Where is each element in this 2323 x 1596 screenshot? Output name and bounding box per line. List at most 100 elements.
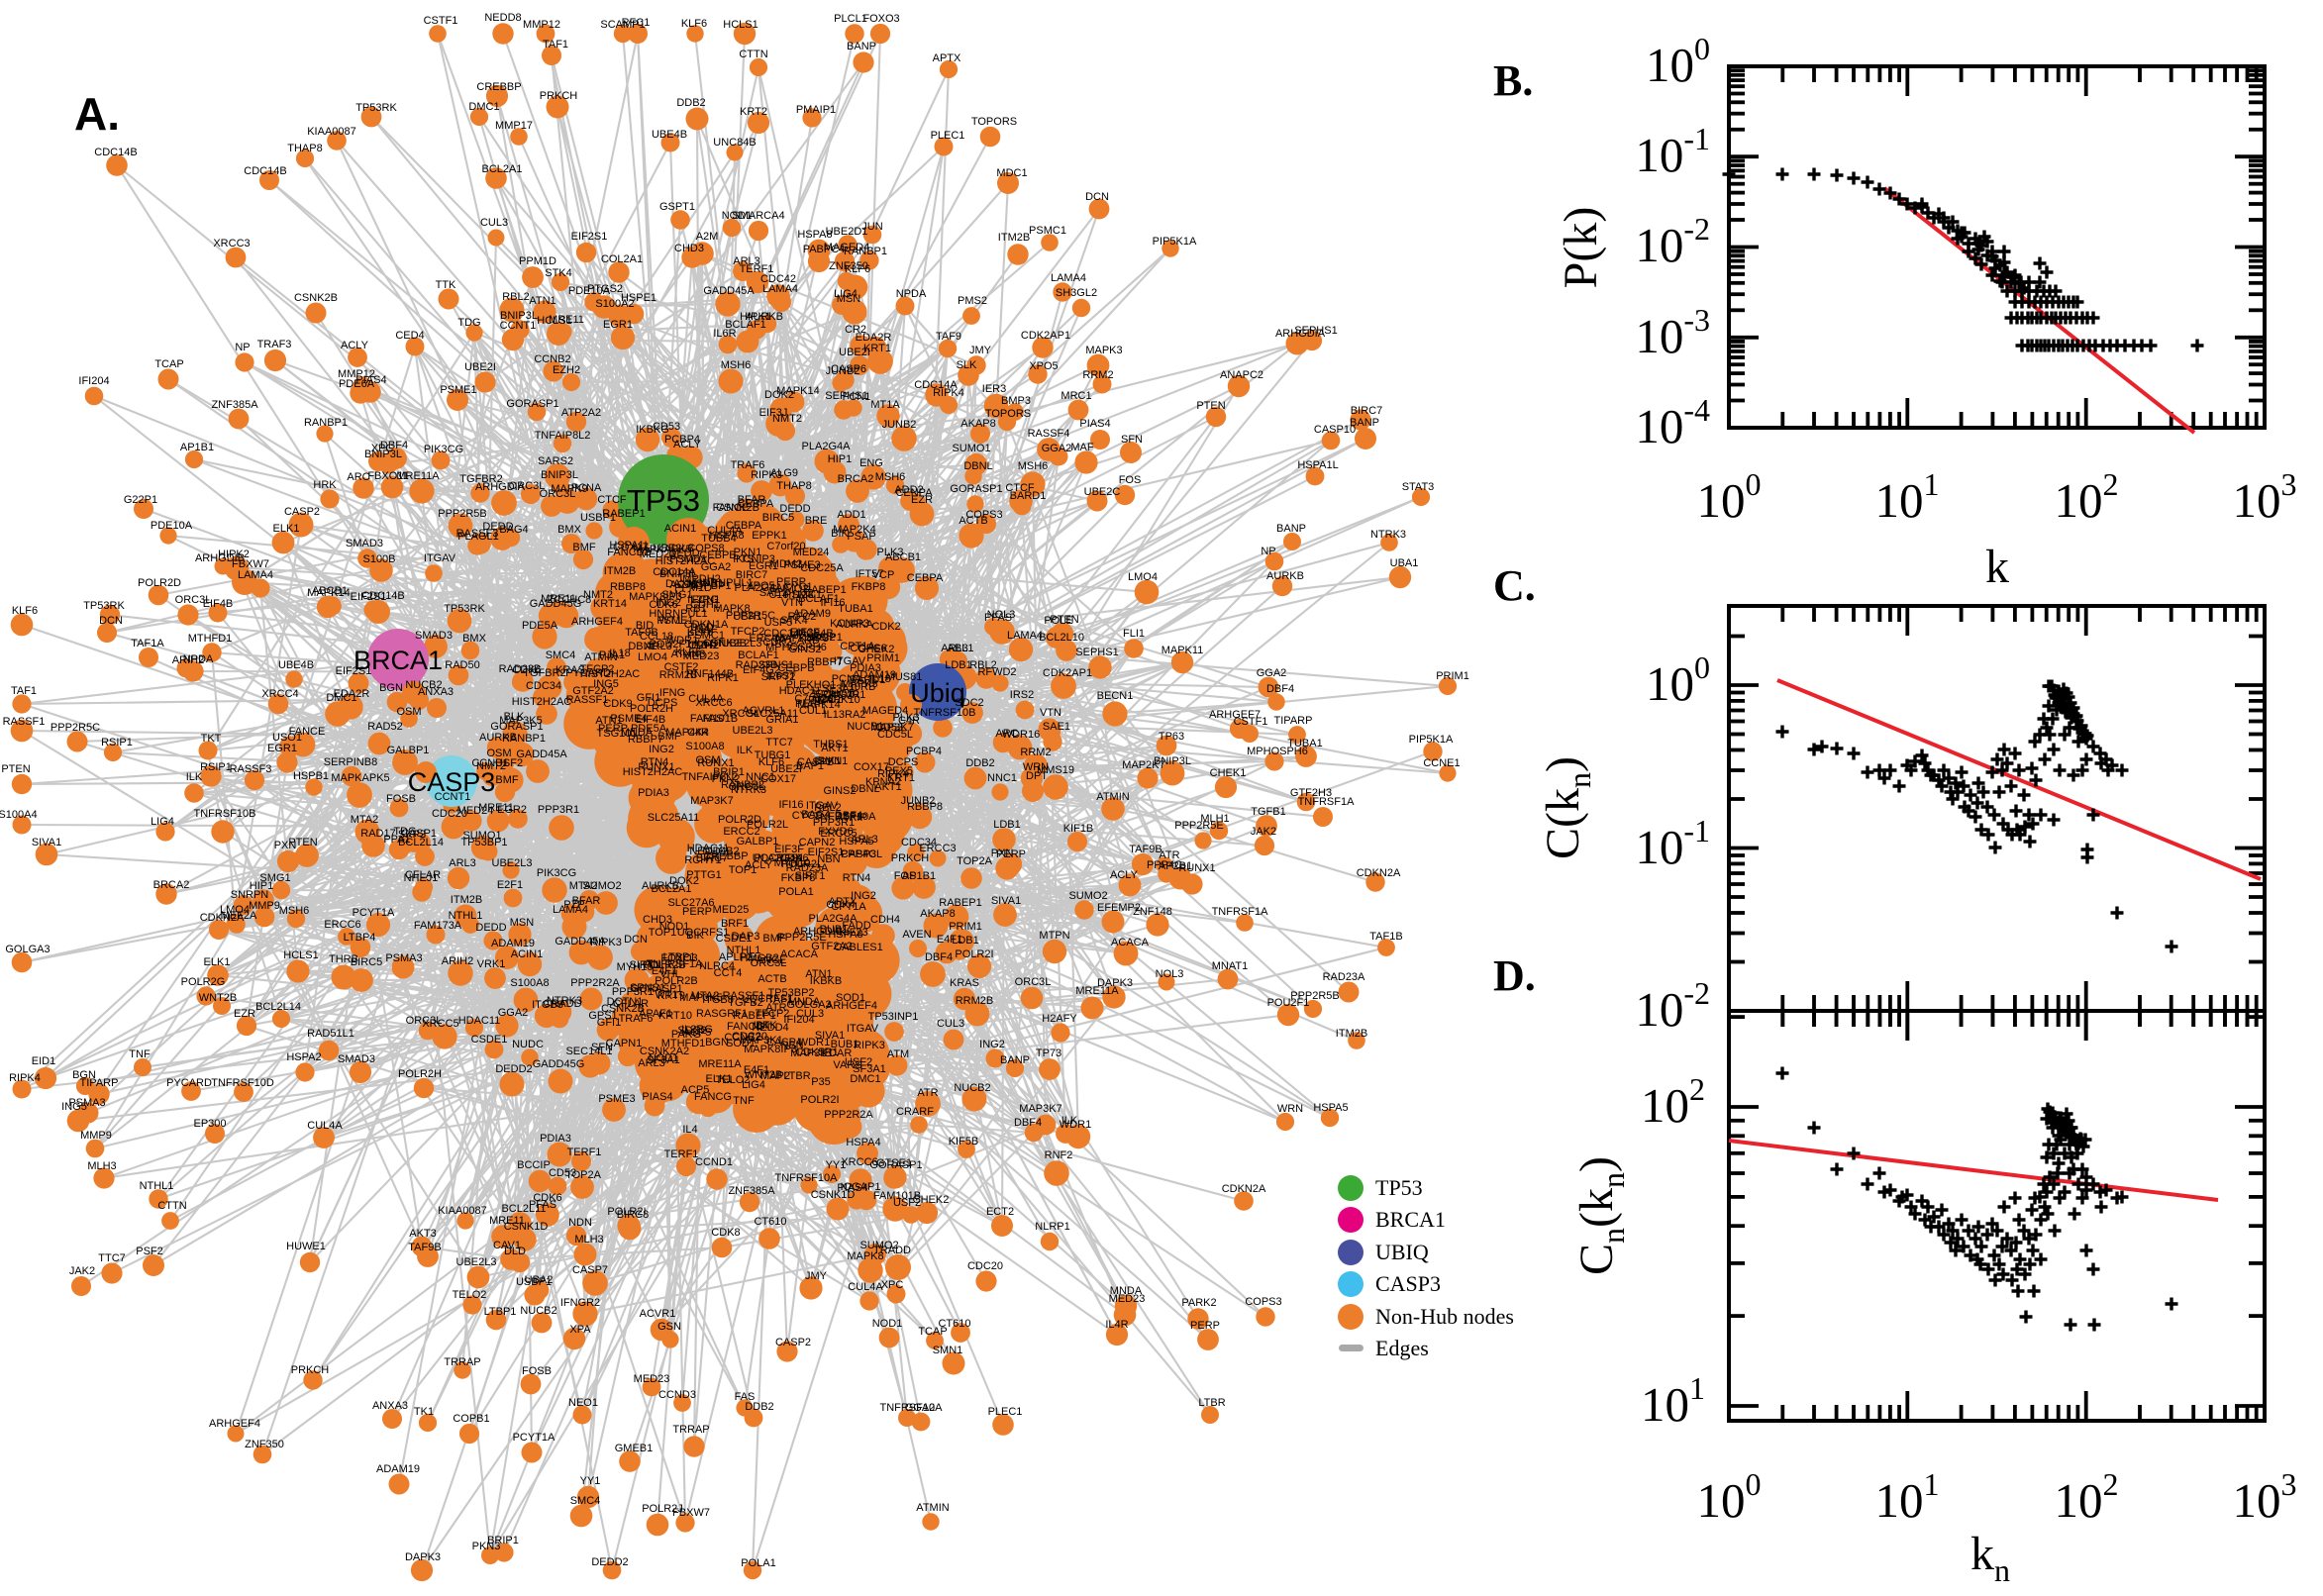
svg-text:CDKN2A: CDKN2A	[1222, 1183, 1266, 1195]
svg-text:ARHGDIB: ARHGDIB	[793, 926, 843, 938]
svg-text:TRAF3: TRAF3	[257, 339, 292, 350]
svg-text:DLD: DLD	[504, 1246, 526, 1257]
svg-text:PXN: PXN	[274, 840, 297, 851]
svg-text:MTHFD1: MTHFD1	[188, 633, 233, 645]
svg-text:RANBP2: RANBP2	[721, 779, 764, 791]
svg-text:RANBP1: RANBP1	[304, 417, 348, 429]
svg-text:TELO2: TELO2	[453, 1289, 487, 1301]
svg-text:MED23: MED23	[634, 1373, 670, 1385]
svg-text:TAF1B: TAF1B	[1369, 931, 1402, 943]
svg-text:ILK: ILK	[754, 1020, 770, 1032]
svg-text:P(k): P(k)	[1555, 207, 1607, 289]
svg-text:CDK2: CDK2	[871, 621, 900, 633]
svg-text:BCL2L14: BCL2L14	[255, 1001, 301, 1013]
svg-text:TFCP2: TFCP2	[580, 663, 615, 675]
svg-text:MRE11A: MRE11A	[698, 1058, 742, 1070]
svg-text:JUN: JUN	[861, 221, 882, 233]
svg-text:PPP3R1: PPP3R1	[538, 804, 579, 816]
svg-text:LAMA4: LAMA4	[553, 904, 588, 916]
svg-text:CSTF1: CSTF1	[424, 15, 458, 27]
svg-text:CCNB2: CCNB2	[724, 1032, 760, 1044]
svg-text:GSN: GSN	[657, 1321, 681, 1333]
svg-text:PSME3: PSME3	[783, 559, 820, 571]
svg-text:DDB2: DDB2	[676, 97, 705, 109]
svg-text:RAD23B: RAD23B	[499, 663, 542, 675]
svg-text:NTHL1: NTHL1	[727, 945, 761, 956]
svg-text:CEBPA: CEBPA	[907, 572, 944, 584]
svg-text:NNC1: NNC1	[987, 772, 1017, 784]
svg-text:BMX: BMX	[462, 633, 487, 645]
svg-text:A.: A.	[74, 88, 120, 140]
svg-text:KLF6: KLF6	[681, 18, 707, 30]
svg-text:BRE: BRE	[805, 515, 828, 527]
svg-text:ZNF385A: ZNF385A	[728, 1185, 775, 1197]
svg-text:COPS3: COPS3	[1245, 1296, 1281, 1308]
svg-text:PARK2: PARK2	[1181, 1297, 1216, 1309]
svg-text:MYH10: MYH10	[617, 961, 654, 973]
svg-text:TP53INP1: TP53INP1	[868, 1011, 919, 1023]
svg-text:RNF2: RNF2	[1045, 1149, 1073, 1161]
svg-text:SCAMP1: SCAMP1	[600, 19, 645, 31]
svg-text:CHEK1: CHEK1	[1210, 767, 1247, 779]
svg-text:ACP5: ACP5	[681, 1084, 710, 1096]
svg-text:PPP2R2A: PPP2R2A	[824, 1109, 873, 1121]
svg-text:PERP: PERP	[1190, 1320, 1220, 1332]
svg-text:POLR2J: POLR2J	[642, 1503, 683, 1515]
svg-text:TAF9: TAF9	[936, 331, 961, 343]
svg-text:MMP9: MMP9	[80, 1130, 112, 1142]
svg-text:LDB1: LDB1	[945, 659, 972, 671]
svg-text:PTEN: PTEN	[1, 763, 30, 775]
svg-text:VRK1: VRK1	[477, 958, 506, 970]
svg-text:MSH6: MSH6	[875, 471, 906, 483]
svg-text:Non-Hub nodes: Non-Hub nodes	[1375, 1304, 1514, 1329]
svg-text:SUMO1: SUMO1	[952, 443, 990, 454]
svg-text:BRCA2: BRCA2	[838, 473, 874, 485]
svg-text:RRM2: RRM2	[1020, 747, 1051, 758]
svg-text:PRIM1: PRIM1	[949, 921, 982, 933]
svg-text:FAS: FAS	[703, 713, 724, 725]
svg-text:ING2: ING2	[649, 744, 674, 755]
svg-text:MTA2: MTA2	[351, 814, 379, 826]
svg-text:ARHGDIA: ARHGDIA	[1275, 328, 1326, 340]
svg-text:IFI204: IFI204	[783, 1014, 814, 1026]
svg-text:DEDD: DEDD	[779, 503, 810, 515]
svg-text:ACTB: ACTB	[758, 973, 786, 985]
svg-text:ITM2B: ITM2B	[998, 232, 1030, 244]
svg-text:ARHGEF4: ARHGEF4	[209, 1418, 260, 1430]
svg-text:MAP3K7: MAP3K7	[690, 795, 733, 807]
svg-text:MAPKAPK5: MAPKAPK5	[331, 772, 389, 784]
svg-text:S100A4: S100A4	[0, 809, 38, 821]
svg-text:NDN: NDN	[568, 1217, 592, 1229]
svg-text:CTTN: CTTN	[739, 49, 767, 60]
svg-text:KRT1: KRT1	[863, 343, 891, 354]
svg-text:ATM: ATM	[887, 1048, 909, 1060]
svg-text:PIK3CG: PIK3CG	[424, 444, 463, 455]
svg-text:VTN: VTN	[781, 597, 803, 609]
svg-text:WNT2B: WNT2B	[199, 992, 238, 1004]
svg-text:KCNIP3: KCNIP3	[830, 618, 869, 630]
svg-text:LIG4: LIG4	[834, 288, 858, 300]
svg-text:GINS2: GINS2	[823, 785, 856, 797]
svg-text:XPA: XPA	[569, 1324, 591, 1336]
svg-text:TRRAP: TRRAP	[672, 1424, 709, 1436]
svg-text:ACIN1: ACIN1	[664, 523, 696, 535]
svg-text:UNC84B: UNC84B	[713, 137, 756, 149]
svg-text:KIF1B: KIF1B	[1063, 823, 1094, 835]
svg-text:JMY: JMY	[805, 1270, 828, 1282]
svg-text:DBF4: DBF4	[1014, 1117, 1042, 1129]
svg-text:KIAA0087: KIAA0087	[438, 1205, 487, 1217]
svg-text:HRK: HRK	[313, 479, 337, 491]
svg-text:TP63: TP63	[1159, 731, 1184, 743]
svg-text:G22P1: G22P1	[124, 494, 157, 506]
svg-text:PSMC1: PSMC1	[1029, 225, 1066, 237]
svg-text:TCAP: TCAP	[154, 358, 183, 370]
svg-text:CEBPB: CEBPB	[699, 549, 736, 561]
svg-text:NPDA: NPDA	[183, 653, 214, 665]
svg-text:ATN1: ATN1	[805, 968, 832, 980]
svg-text:KIF23: KIF23	[839, 927, 867, 939]
svg-text:XRCC4: XRCC4	[261, 688, 298, 700]
svg-text:BMX: BMX	[557, 524, 582, 536]
svg-text:NUCB2: NUCB2	[405, 679, 442, 691]
svg-text:RASSF4: RASSF4	[1028, 428, 1070, 440]
svg-text:PARG: PARG	[671, 1029, 701, 1041]
